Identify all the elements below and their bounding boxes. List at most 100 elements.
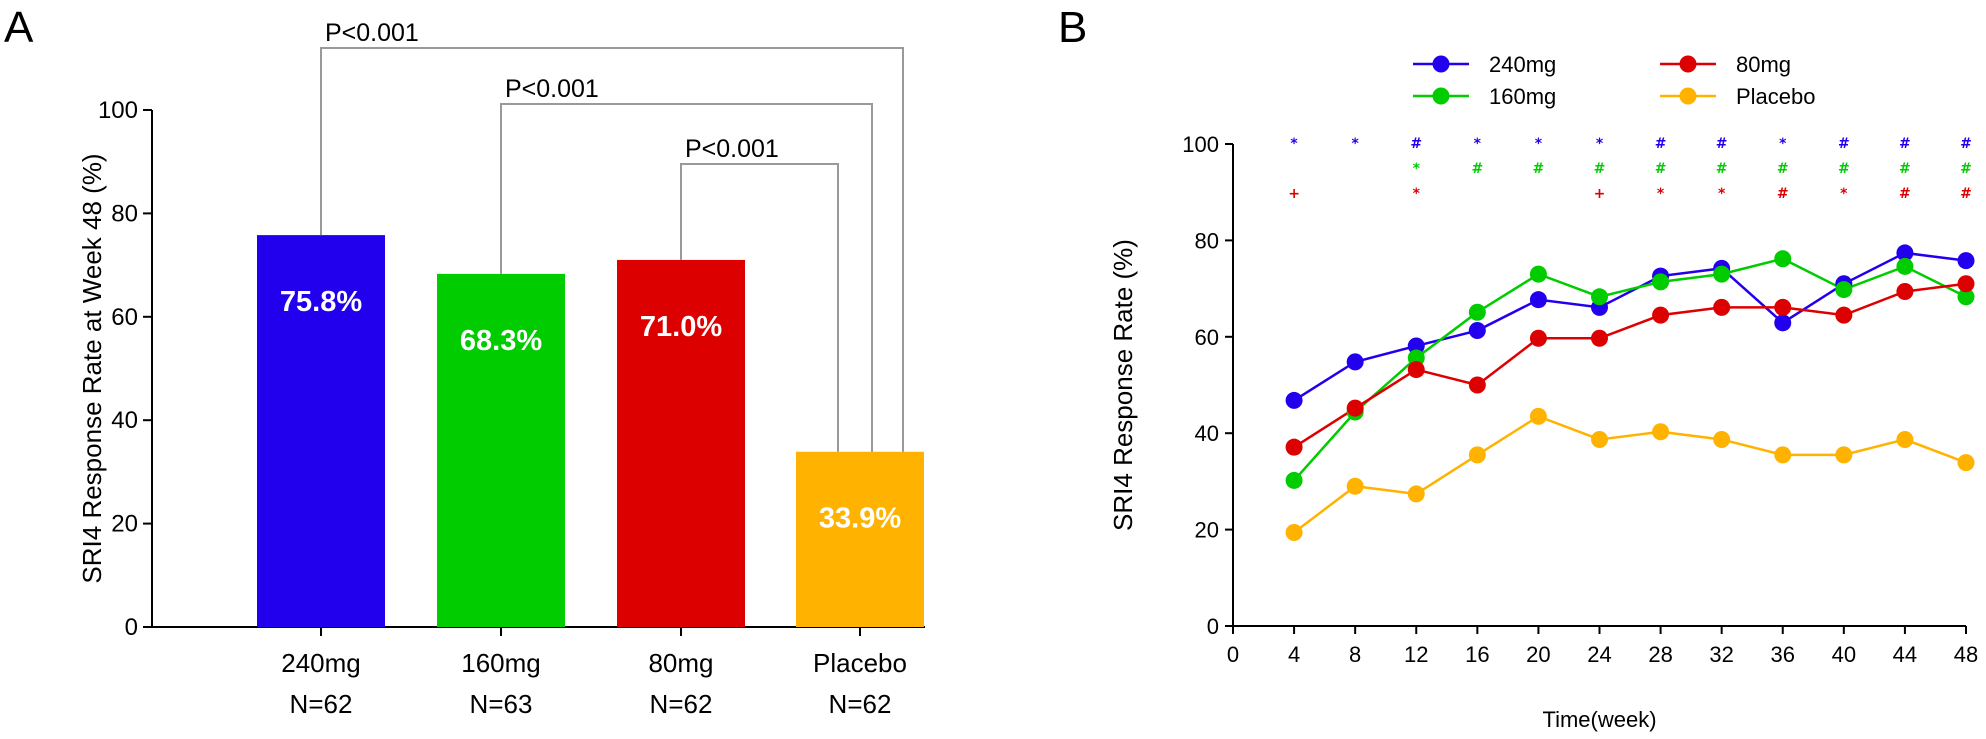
significance-marker: #	[1960, 136, 1972, 152]
y-axis-label: SRI4 Response Rate (%)	[1108, 239, 1138, 531]
data-point-240mg	[1957, 252, 1975, 270]
bar	[617, 259, 745, 627]
bar-chart-panel: 0 20 40 60 80 100 SRI4 Response Rate at Week 4…	[77, 19, 925, 719]
significance-marker: #	[1655, 136, 1667, 152]
x-tick-label: 36	[1771, 642, 1795, 667]
significance-marker: #	[1410, 136, 1422, 152]
significance-marker: #	[1777, 161, 1789, 177]
data-point-160mg	[1529, 265, 1547, 283]
data-point-80mg	[1346, 399, 1364, 417]
legend-label: Placebo	[1736, 84, 1816, 109]
x-tick-label: 20	[1526, 642, 1550, 667]
y-tick-label: 0	[1207, 614, 1219, 639]
significance-marker: *	[1352, 136, 1360, 152]
data-point-placebo	[1896, 430, 1914, 448]
data-point-240mg	[1529, 291, 1547, 309]
data-point-240mg	[1774, 314, 1792, 332]
category-n-label: N=62	[829, 689, 892, 719]
data-point-240mg	[1468, 322, 1486, 340]
significance-marker: #	[1533, 161, 1545, 177]
significance-marker: #	[1594, 161, 1606, 177]
data-point-placebo	[1957, 454, 1975, 472]
significance-marker: #	[1899, 136, 1911, 152]
legend-label: 80mg	[1736, 52, 1791, 77]
series-line-240mg	[1293, 251, 1967, 402]
comparison-p-value: P<0.001	[685, 135, 779, 163]
significance-marker: #	[1838, 136, 1850, 152]
x-tick-label: 0	[1227, 642, 1239, 667]
x-tick-label: 32	[1709, 642, 1733, 667]
legend-label: 240mg	[1489, 52, 1556, 77]
data-point-placebo	[1285, 523, 1303, 541]
significance-marker: *	[1290, 136, 1298, 152]
category-n-label: N=62	[290, 689, 353, 719]
data-point-160mg	[1285, 471, 1303, 489]
legend-marker	[1679, 87, 1697, 105]
series-line-placebo	[1293, 414, 1967, 534]
data-point-80mg	[1774, 298, 1792, 316]
data-point-80mg	[1835, 306, 1853, 324]
x-tick-label: 16	[1465, 642, 1489, 667]
y-tick-label: 0	[125, 614, 138, 641]
bar	[437, 273, 565, 627]
legend-label: 160mg	[1489, 84, 1556, 109]
data-point-80mg	[1529, 329, 1547, 347]
x-tick-label: 44	[1893, 642, 1917, 667]
panel-b-letter: B	[1058, 3, 1087, 52]
data-point-placebo	[1468, 446, 1486, 464]
data-point-80mg	[1713, 298, 1731, 316]
significance-marker: *	[1718, 186, 1726, 202]
bar-value-label: 75.8%	[280, 286, 362, 318]
data-point-80mg	[1285, 438, 1303, 456]
significance-marker: #	[1655, 161, 1667, 177]
significance-marker: #	[1777, 186, 1789, 202]
data-point-80mg	[1896, 282, 1914, 300]
significance-marker: #	[1716, 136, 1728, 152]
x-tick-label: 8	[1349, 642, 1361, 667]
category-n-label: N=63	[470, 689, 533, 719]
y-tick-label: 100	[1182, 132, 1219, 157]
data-point-placebo	[1407, 485, 1425, 503]
y-axis-label: SRI4 Response Rate at Week 48 (%)	[77, 153, 107, 583]
x-tick-label: 48	[1954, 642, 1978, 667]
comparison-p-value: P<0.001	[325, 19, 419, 47]
significance-marker: *	[1596, 136, 1604, 152]
y-tick-label: 60	[1195, 325, 1219, 350]
category-label: Placebo	[813, 648, 907, 678]
y-tick-label: 100	[98, 97, 138, 124]
x-axis-label: Time(week)	[1542, 707, 1656, 732]
significance-marker: +	[1288, 186, 1300, 202]
panel-a-letter: A	[4, 3, 34, 52]
data-point-placebo	[1346, 477, 1364, 495]
x-tick-label: 4	[1288, 642, 1300, 667]
significance-marker: #	[1960, 161, 1972, 177]
significance-marker: *	[1840, 186, 1848, 202]
bar-value-label: 68.3%	[460, 325, 542, 357]
significance-marker: #	[1899, 161, 1911, 177]
data-point-80mg	[1591, 329, 1608, 347]
data-point-160mg	[1774, 250, 1792, 268]
data-point-80mg	[1957, 275, 1975, 293]
bar-value-label: 71.0%	[640, 311, 722, 343]
data-point-160mg	[1957, 288, 1975, 306]
significance-marker: #	[1838, 161, 1850, 177]
data-point-160mg	[1591, 288, 1608, 306]
series-line-80mg	[1293, 282, 1967, 449]
data-point-160mg	[1713, 265, 1731, 283]
comparison-p-value: P<0.001	[505, 75, 599, 103]
legend-marker	[1679, 55, 1697, 73]
data-point-placebo	[1591, 430, 1608, 448]
data-point-placebo	[1652, 423, 1670, 441]
category-label: 80mg	[648, 648, 713, 678]
bar	[796, 451, 924, 627]
y-tick-label: 20	[1195, 518, 1219, 543]
significance-marker: *	[1779, 136, 1787, 152]
y-tick-label: 40	[1195, 421, 1219, 446]
y-tick-label: 20	[111, 511, 138, 538]
bar	[257, 235, 385, 627]
series-line-160mg	[1293, 257, 1967, 482]
data-point-80mg	[1468, 376, 1486, 394]
significance-marker: *	[1657, 186, 1665, 202]
data-point-placebo	[1774, 446, 1792, 464]
